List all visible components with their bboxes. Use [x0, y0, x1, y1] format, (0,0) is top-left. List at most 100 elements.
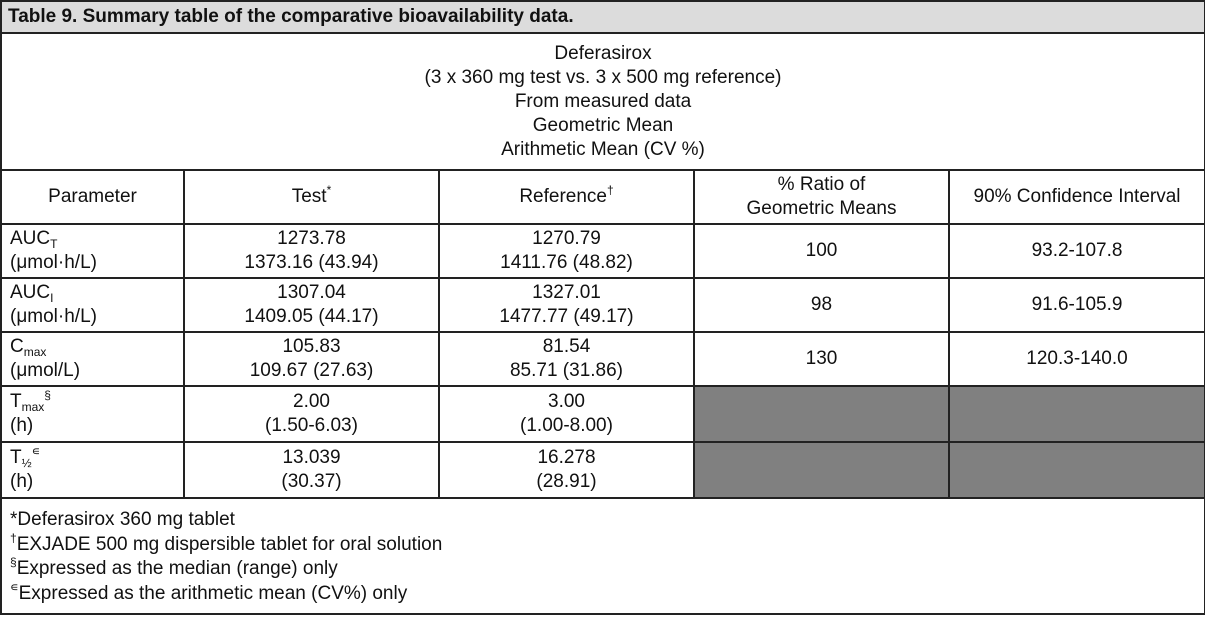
- table-row: Tmax§ (h) 2.00 (1.50-6.03) 3.00 (1.00-8.00): [0, 385, 1205, 443]
- ratio-cell: 98: [693, 277, 950, 333]
- empty-ci-cell: [947, 441, 1205, 499]
- parameter-unit: (μmol/L): [10, 360, 81, 381]
- footnote-mark: §: [10, 555, 17, 569]
- parameter-name: AUCI: [10, 281, 183, 305]
- bioavailability-table: Table 9. Summary table of the comparativ…: [0, 0, 1205, 615]
- ratio-cell: 100: [693, 223, 950, 279]
- parameter-symbol: T: [10, 447, 22, 468]
- table-header-block: Deferasirox (3 x 360 mg test vs. 3 x 500…: [0, 32, 1205, 171]
- reference-cell: 1270.79 1411.76 (48.82): [438, 223, 695, 279]
- ratio-cell: 130: [693, 331, 950, 387]
- test-cell-geometric: 1273.78: [277, 228, 346, 249]
- table-row: T½∊ (h) 13.039 (30.37) 16.278 (28.91): [0, 441, 1205, 499]
- reference-cell-arithmetic: (28.91): [536, 471, 597, 492]
- parameter-unit: (h): [10, 415, 34, 436]
- header-line: Geometric Mean: [532, 114, 674, 136]
- parameter-symbol: T: [10, 391, 22, 412]
- test-cell: 1273.78 1373.16 (43.94): [183, 223, 440, 279]
- test-cell-arithmetic: (30.37): [281, 471, 342, 492]
- parameter-name: Tmax§: [10, 388, 183, 414]
- reference-cell-geometric: 3.00: [548, 391, 585, 412]
- col-parameter: Parameter: [0, 169, 185, 225]
- test-cell: 105.83 109.67 (27.63): [183, 331, 440, 387]
- header-line: From measured data: [514, 90, 692, 112]
- parameter-cell: AUCT (μmol·h/L): [0, 223, 185, 279]
- col-reference: Reference†: [438, 169, 695, 225]
- reference-cell-geometric: 1327.01: [532, 282, 601, 303]
- parameter-cell: Cmax (μmol/L): [0, 331, 185, 387]
- ci-cell: 91.6-105.9: [947, 277, 1205, 333]
- footnote-mark: ∊: [10, 579, 19, 594]
- reference-cell-geometric: 1270.79: [532, 228, 601, 249]
- table-row: AUCI (μmol·h/L) 1307.04 1409.05 (44.17) 1327…: [0, 277, 1205, 333]
- parameter-subscript: I: [50, 291, 54, 305]
- col-ratio: % Ratio of Geometric Means: [693, 169, 950, 225]
- footnote-mark: *: [10, 509, 18, 530]
- test-cell-geometric: 105.83: [282, 336, 341, 357]
- reference-cell-arithmetic: 1411.76 (48.82): [500, 252, 633, 273]
- reference-cell-geometric: 16.278: [537, 447, 596, 468]
- footnote: †EXJADE 500 mg dispersible tablet for or…: [10, 530, 1196, 558]
- test-cell-arithmetic: 109.67 (27.63): [249, 360, 374, 381]
- parameter-name: Cmax: [10, 335, 183, 359]
- footnote-text: Expressed as the median (range) only: [16, 558, 338, 579]
- reference-cell: 3.00 (1.00-8.00): [438, 385, 695, 443]
- header-line: (3 x 360 mg test vs. 3 x 500 mg referenc…: [424, 66, 782, 88]
- test-cell-arithmetic: (1.50-6.03): [265, 415, 358, 436]
- footnote-text: EXJADE 500 mg dispersible tablet for ora…: [16, 533, 443, 555]
- parameter-subscript: max: [21, 400, 45, 414]
- reference-cell: 16.278 (28.91): [438, 441, 695, 499]
- footnote: ∊Expressed as the arithmetic mean (CV%) …: [10, 579, 1196, 607]
- test-cell-geometric: 13.039: [282, 447, 341, 468]
- footnote: §Expressed as the median (range) only: [10, 555, 1196, 582]
- col-reference-label: Reference: [519, 186, 607, 207]
- parameter-footnote-mark: §: [44, 388, 51, 402]
- column-header-row: Parameter Test* Reference† % Ratio of Geo…: [0, 169, 1205, 225]
- parameter-footnote-mark: ∊: [31, 444, 41, 458]
- ci-cell: 93.2-107.8: [947, 223, 1205, 279]
- reference-cell-arithmetic: (1.00-8.00): [520, 415, 613, 436]
- col-ratio-line1: % Ratio of: [777, 174, 866, 195]
- header-line: Deferasirox: [554, 42, 652, 64]
- reference-cell-geometric: 81.54: [542, 336, 591, 357]
- col-ratio-line2: Geometric Means: [746, 198, 897, 219]
- reference-cell-arithmetic: 85.71 (31.86): [509, 360, 624, 381]
- parameter-unit: (μmol·h/L): [10, 252, 97, 273]
- table-row: AUCT (μmol·h/L) 1273.78 1373.16 (43.94) 1270…: [0, 223, 1205, 279]
- test-cell: 13.039 (30.37): [183, 441, 440, 499]
- footnote-mark: †: [10, 530, 17, 545]
- parameter-symbol: AUC: [10, 228, 51, 249]
- reference-cell: 81.54 85.71 (31.86): [438, 331, 695, 387]
- footnote: *Deferasirox 360 mg tablet: [10, 508, 1196, 533]
- parameter-unit: (μmol·h/L): [10, 306, 97, 327]
- reference-cell: 1327.01 1477.77 (49.17): [438, 277, 695, 333]
- parameter-symbol: C: [10, 336, 24, 357]
- reference-cell-arithmetic: 1477.77 (49.17): [499, 306, 634, 327]
- parameter-cell: T½∊ (h): [0, 441, 185, 499]
- test-cell-geometric: 2.00: [293, 391, 330, 412]
- empty-ratio-cell: [693, 385, 950, 443]
- footnote-text: Expressed as the arithmetic mean (CV%) o…: [18, 582, 408, 604]
- col-test-label: Test: [291, 186, 327, 207]
- empty-ci-cell: [947, 385, 1205, 443]
- test-cell-geometric: 1307.04: [277, 282, 346, 303]
- parameter-cell: AUCI (μmol·h/L): [0, 277, 185, 333]
- test-cell-arithmetic: 1373.16 (43.94): [244, 252, 379, 273]
- test-cell-arithmetic: 1409.05 (44.17): [244, 306, 379, 327]
- col-ci: 90% Confidence Interval: [947, 169, 1205, 225]
- test-cell: 2.00 (1.50-6.03): [183, 385, 440, 443]
- parameter-name: T½∊: [10, 444, 183, 470]
- parameter-subscript: max: [23, 345, 47, 359]
- parameter-symbol: AUC: [10, 282, 51, 303]
- parameter-subscript: ½: [21, 456, 32, 470]
- footnote-text: Deferasirox 360 mg tablet: [17, 509, 235, 530]
- col-test: Test*: [183, 169, 440, 225]
- parameter-cell: Tmax§ (h): [0, 385, 185, 443]
- ci-cell: 120.3-140.0: [947, 331, 1205, 387]
- col-test-mark: *: [326, 183, 332, 197]
- parameter-subscript: T: [50, 237, 58, 251]
- table-row: Cmax (μmol/L) 105.83 109.67 (27.63) 81.54 85.…: [0, 331, 1205, 387]
- parameter-name: AUCT: [10, 227, 183, 251]
- empty-ratio-cell: [693, 441, 950, 499]
- parameter-unit: (h): [10, 471, 34, 492]
